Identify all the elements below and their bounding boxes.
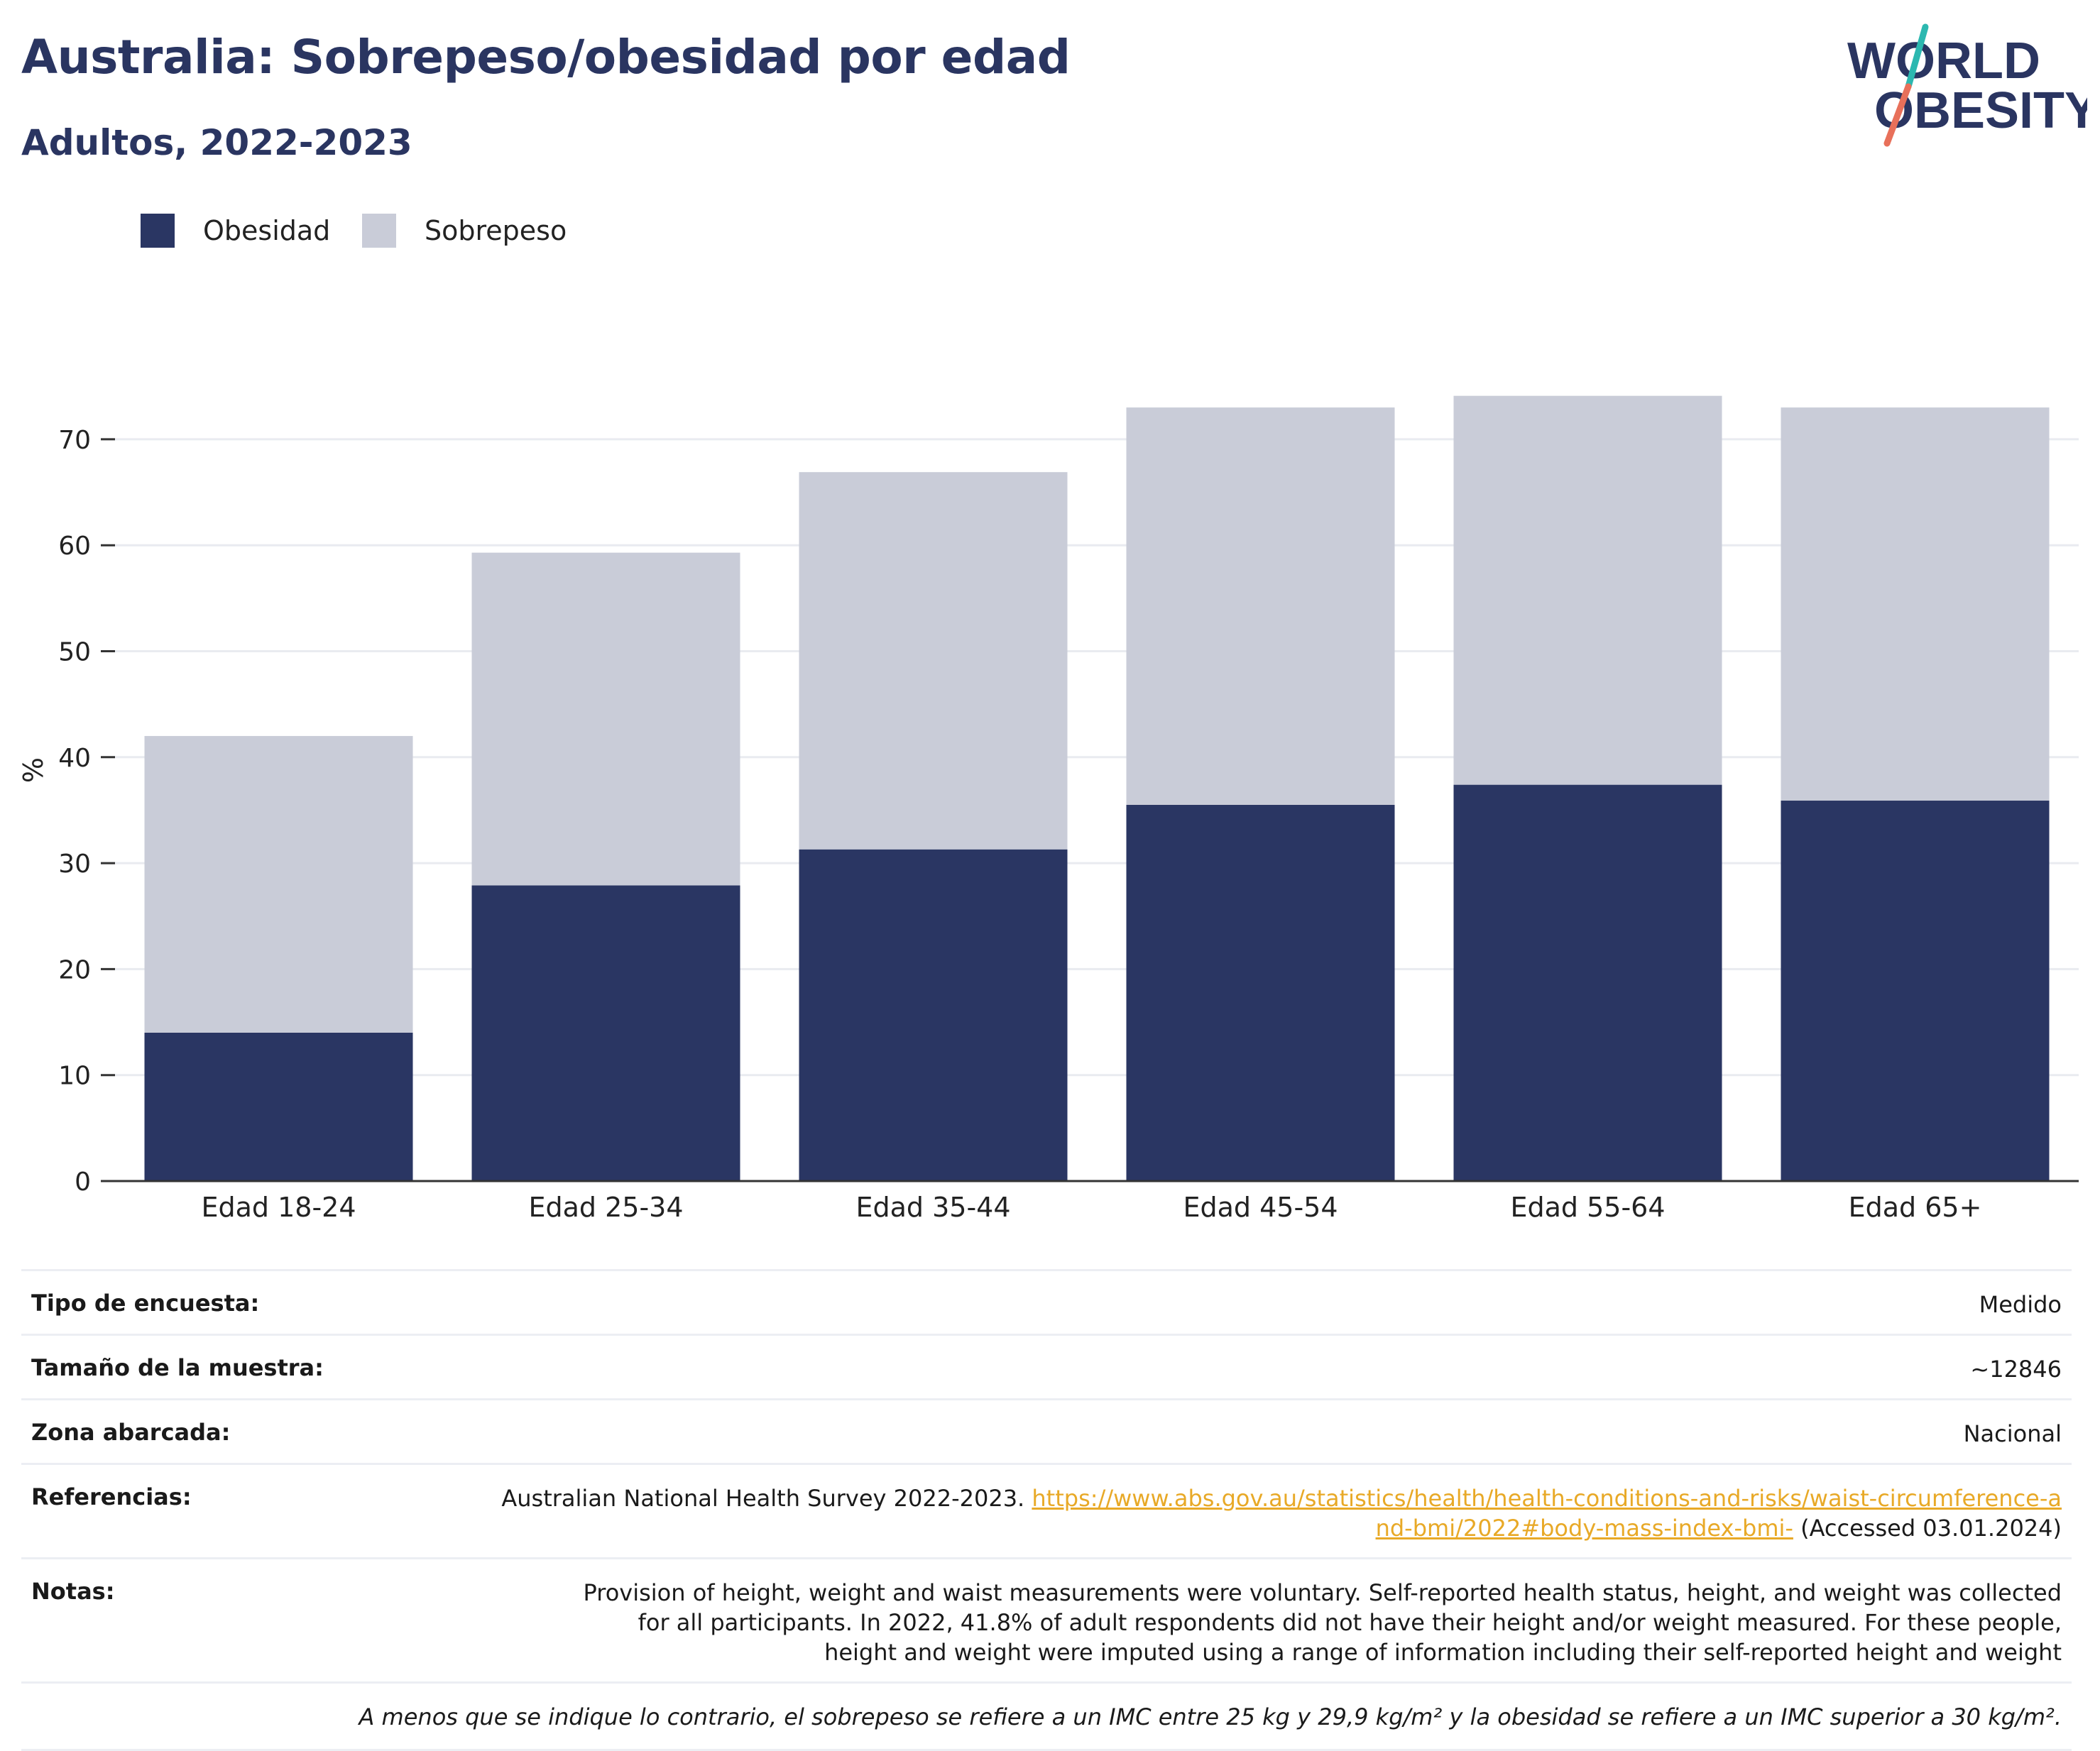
bar-obesidad-4[interactable] (1126, 804, 1395, 1181)
bars (144, 395, 2050, 1181)
coverage-label: Zona abarcada: (31, 1419, 231, 1446)
y-tick-label: 50 (58, 638, 91, 667)
logo-slash-teal (1905, 23, 1929, 90)
axes: 0 10 20 30 40 50 60 70 Edad 18-24 Edad 25-34 Edad … (58, 426, 2079, 1223)
legend-item-obesidad[interactable]: Obesidad (141, 213, 330, 248)
legend-item-sobrepeso[interactable]: Sobrepeso (362, 213, 567, 248)
bar-sobrepeso-1[interactable] (144, 735, 413, 1033)
world-obesity-logo: WORLD OBESITY (1847, 23, 2087, 147)
references-link[interactable]: https://www.abs.gov.au/statistics/health… (1032, 1485, 2062, 1542)
legend-label-obesidad: Obesidad (203, 215, 331, 246)
bar-obesidad-2[interactable] (471, 885, 740, 1181)
references-value: Australian National Health Survey 2022-2… (500, 1483, 2062, 1543)
legend-swatch-obesidad (141, 214, 175, 248)
info-row-references: Referencias: Australian National Health … (21, 1463, 2072, 1557)
survey-type-label: Tipo de encuesta: (31, 1290, 260, 1317)
x-tick-label: Edad 18-24 (201, 1192, 356, 1223)
bar-obesidad-1[interactable] (144, 1032, 413, 1181)
chart-title: Australia: Sobrepeso/obesidad por edad (21, 30, 1071, 84)
sample-size-value: ~12846 (1970, 1356, 2062, 1383)
survey-type-value: Medido (1979, 1291, 2062, 1318)
bar-sobrepeso-2[interactable] (471, 552, 740, 886)
x-tick-label: Edad 25-34 (528, 1192, 683, 1223)
info-row-coverage: Zona abarcada: Nacional (21, 1398, 2072, 1463)
chart-subtitle: Adultos, 2022-2023 (21, 122, 412, 163)
metadata-table: Tipo de encuesta: Medido Tamaño de la mu… (21, 1269, 2072, 1751)
references-accessed: (Accessed 03.01.2024) (1800, 1515, 2062, 1542)
legend-swatch-sobrepeso (362, 214, 396, 248)
bar-sobrepeso-5[interactable] (1453, 395, 1722, 785)
y-tick-label: 70 (58, 426, 91, 455)
legend-label-sobrepeso: Sobrepeso (425, 215, 567, 246)
y-tick-label: 40 (58, 744, 91, 773)
bar-sobrepeso-3[interactable] (799, 472, 1068, 850)
y-tick-label: 0 (75, 1168, 91, 1197)
stacked-bar-chart: 0 10 20 30 40 50 60 70 Edad 18-24 Edad 25-34 Edad … (18, 395, 2079, 1223)
info-row-survey-type: Tipo de encuesta: Medido (21, 1269, 2072, 1334)
logo-line-1: WORLD (1847, 33, 2040, 89)
x-tick-label: Edad 35-44 (855, 1192, 1010, 1223)
notes-label: Notas: (31, 1578, 115, 1605)
bar-obesidad-3[interactable] (799, 849, 1068, 1181)
y-axis-label: % (18, 757, 49, 783)
y-tick-label: 10 (58, 1062, 91, 1091)
references-label: Referencias: (31, 1483, 192, 1510)
bar-sobrepeso-4[interactable] (1126, 407, 1395, 805)
logo-slash-coral (1883, 83, 1912, 147)
info-row-sample-size: Tamaño de la muestra: ~12846 (21, 1334, 2072, 1398)
bar-obesidad-6[interactable] (1781, 801, 2050, 1181)
y-tick-label: 30 (58, 850, 91, 879)
x-tick-label: Edad 65+ (1849, 1192, 1982, 1223)
x-tick-label: Edad 55-64 (1510, 1192, 1665, 1223)
info-row-notes: Notas: Provision of height, weight and w… (21, 1557, 2072, 1681)
bar-obesidad-5[interactable] (1453, 784, 1722, 1181)
coverage-value: Nacional (1963, 1420, 2062, 1447)
references-text: Australian National Health Survey 2022-2… (501, 1485, 1025, 1512)
sample-size-label: Tamaño de la muestra: (31, 1354, 324, 1381)
notes-value: Provision of height, weight and waist me… (583, 1579, 2062, 1666)
definition-footnote: A menos que se indique lo contrario, el … (21, 1681, 2072, 1751)
y-tick-label: 60 (58, 532, 91, 561)
y-tick-label: 20 (58, 955, 91, 984)
bar-sobrepeso-6[interactable] (1781, 407, 2050, 801)
gridlines (115, 438, 2079, 1077)
x-tick-label: Edad 45-54 (1183, 1192, 1338, 1223)
